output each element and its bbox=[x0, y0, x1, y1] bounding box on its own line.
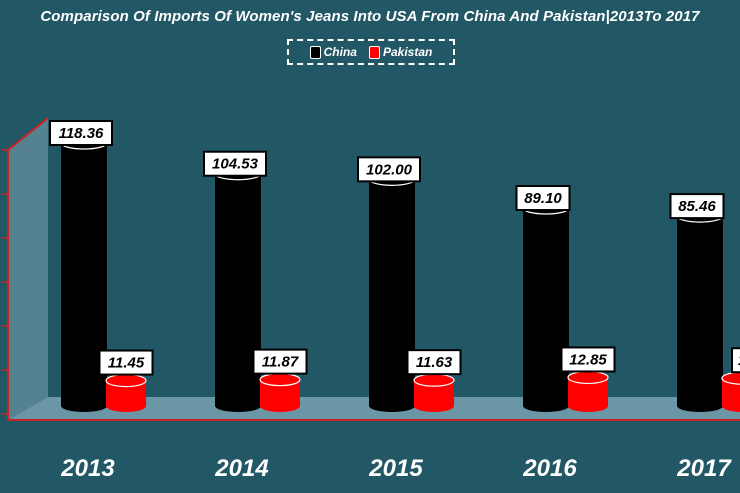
bar-pakistan-2013-top bbox=[105, 373, 147, 388]
data-label-pakistan-2014-box bbox=[252, 348, 308, 375]
data-label-china-2014-box bbox=[203, 150, 267, 177]
bar-china-2017 bbox=[677, 216, 723, 406]
data-label-china-2015-box bbox=[357, 156, 421, 183]
data-label-china-2013-box bbox=[49, 120, 113, 146]
chart-title: Comparison Of Imports Of Women's Jeans I… bbox=[40, 8, 700, 25]
bar-pakistan-2015-top bbox=[413, 373, 455, 387]
bar-pakistan-2016-top bbox=[567, 370, 609, 385]
data-label-pakistan-2017: 1 bbox=[738, 352, 740, 369]
legend-item-china: China bbox=[309, 45, 357, 59]
data-label-pakistan-2014: 11.87 bbox=[262, 354, 299, 371]
data-label-pakistan-2013: 11.45 bbox=[108, 355, 145, 372]
legend: China Pakistan bbox=[287, 39, 455, 65]
bar-pakistan-2017-top bbox=[721, 371, 740, 385]
bar-china-2016 bbox=[523, 208, 569, 406]
data-label-china-2017-box bbox=[669, 193, 725, 220]
data-label-pakistan-2013-box bbox=[98, 349, 154, 376]
data-label-china-2016: 89.10 bbox=[524, 190, 562, 207]
data-label-pakistan-2015-box bbox=[406, 349, 462, 376]
legend-label-pakistan: Pakistan bbox=[382, 45, 433, 59]
data-label-pakistan-2016: 12.85 bbox=[569, 351, 607, 368]
data-label-china-2017: 85.46 bbox=[678, 198, 716, 215]
legend-swatch-pakistan bbox=[368, 45, 380, 59]
x-tick-label-2013: 2013 bbox=[60, 455, 115, 482]
data-label-pakistan-2017-box bbox=[731, 347, 740, 374]
data-label-pakistan-2015: 11.63 bbox=[416, 354, 453, 371]
data-label-china-2015: 102.00 bbox=[366, 161, 413, 178]
data-label-china-2013: 118.36 bbox=[59, 125, 104, 142]
chart-back-wall bbox=[8, 118, 48, 420]
data-label-china-2014: 104.53 bbox=[212, 156, 259, 173]
x-tick-label-2016: 2016 bbox=[522, 455, 577, 482]
bar-pakistan-2017 bbox=[722, 378, 740, 406]
x-tick-label-2014: 2014 bbox=[214, 455, 268, 482]
data-label-china-2016-box bbox=[515, 185, 571, 212]
legend-item-pakistan: Pakistan bbox=[368, 45, 433, 59]
x-tick-label-2015: 2015 bbox=[368, 455, 423, 482]
legend-label-china: China bbox=[323, 45, 357, 59]
data-label-pakistan-2016-box bbox=[560, 346, 616, 373]
legend-swatch-china bbox=[309, 45, 321, 59]
bar-pakistan-2014-top bbox=[259, 373, 301, 387]
x-tick-label-2017: 2017 bbox=[676, 455, 732, 482]
